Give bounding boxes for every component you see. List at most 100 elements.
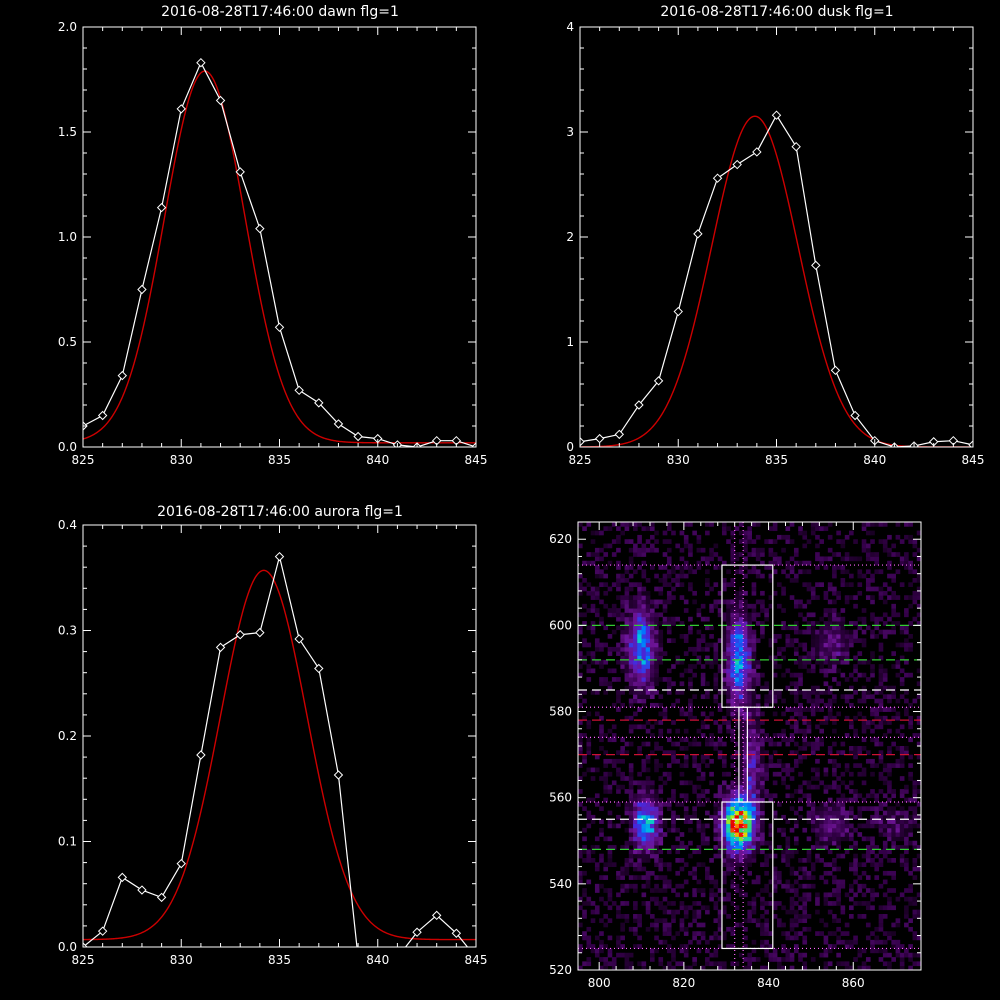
image-pixel [696, 638, 702, 644]
image-pixel [628, 522, 634, 527]
image-pixel [908, 720, 913, 725]
image-pixel [789, 793, 795, 799]
image-pixel [755, 599, 761, 605]
image-pixel [751, 612, 757, 618]
image-pixel [768, 565, 774, 570]
image-pixel [798, 569, 803, 575]
image-pixel [743, 616, 748, 622]
image-pixel [649, 888, 655, 893]
image-pixel [785, 849, 791, 855]
image-pixel [793, 707, 799, 712]
image-pixel [878, 948, 884, 954]
image-pixel [836, 621, 841, 626]
image-pixel [578, 922, 583, 928]
image-pixel [590, 655, 596, 661]
image-pixel [683, 746, 689, 751]
image-pixel [823, 806, 829, 812]
image-pixel [599, 746, 604, 751]
image-pixel [709, 586, 714, 592]
image-pixel [578, 694, 583, 700]
image-pixel [798, 530, 803, 536]
image-pixel [734, 595, 740, 600]
image-pixel [654, 603, 659, 609]
image-pixel [654, 926, 659, 932]
image-pixel [747, 797, 753, 803]
image-pixel [912, 896, 918, 902]
image-pixel [887, 586, 892, 592]
image-pixel [709, 603, 714, 609]
image-pixel [827, 522, 833, 527]
image-pixel [777, 961, 782, 967]
image-pixel [874, 552, 880, 557]
image-pixel [692, 931, 697, 936]
image-pixel [751, 672, 757, 678]
image-pixel [645, 754, 651, 760]
image-pixel [705, 681, 710, 687]
image-pixel [916, 720, 921, 725]
image-pixel [637, 823, 642, 829]
image-pixel [658, 655, 664, 661]
image-pixel [908, 952, 913, 958]
image-pixel [717, 690, 723, 695]
image-pixel [904, 612, 909, 618]
image-pixel [878, 677, 884, 682]
image-pixel [700, 724, 706, 730]
image-pixel [895, 836, 901, 842]
image-pixel [815, 819, 820, 824]
image-pixel [717, 944, 723, 949]
image-pixel [624, 539, 630, 544]
aurora-data-point [83, 942, 88, 947]
image-pixel [662, 552, 668, 557]
image-pixel [599, 556, 604, 562]
image-pixel [853, 621, 858, 626]
image-pixel [599, 918, 604, 924]
image-pixel [738, 569, 744, 575]
image-pixel [721, 905, 727, 911]
image-pixel [802, 741, 808, 747]
image-pixel [768, 952, 774, 958]
image-pixel [840, 582, 846, 588]
image-pixel [819, 560, 824, 566]
image-pixel [683, 638, 689, 644]
image-pixel [764, 931, 769, 936]
image-pixel [700, 556, 706, 562]
image-pixel [738, 638, 744, 644]
image-pixel [730, 823, 736, 829]
image-pixel [789, 922, 795, 928]
image-pixel [764, 776, 769, 781]
image-pixel [891, 608, 896, 613]
image-pixel [840, 642, 846, 648]
image-pixel [726, 526, 731, 532]
image-pixel [679, 948, 685, 954]
image-pixel [827, 707, 833, 712]
image-pixel [726, 681, 731, 687]
image-pixel [899, 810, 905, 816]
image-pixel [747, 720, 753, 725]
image-pixel [768, 655, 774, 661]
image-pixel [832, 827, 837, 833]
image-pixel [705, 694, 710, 700]
image-pixel [904, 810, 909, 816]
image-pixel [666, 573, 672, 579]
image-pixel [637, 746, 642, 751]
image-pixel [721, 789, 727, 794]
image-pixel [628, 767, 634, 773]
aurora-data-point [314, 663, 324, 674]
image-pixel [887, 767, 892, 773]
image-pixel [658, 875, 664, 880]
image-pixel [819, 556, 824, 562]
image-pixel [624, 952, 630, 958]
image-pixel [641, 672, 647, 678]
image-pixel [743, 853, 748, 859]
image-pixel [764, 858, 769, 863]
image-pixel [916, 741, 921, 747]
image-pixel [730, 733, 736, 738]
image-pixel [865, 845, 871, 850]
image-pixel [810, 810, 816, 816]
image-pixel [827, 961, 833, 967]
image-pixel [853, 866, 858, 872]
image-pixel [849, 789, 854, 794]
image-pixel [705, 560, 710, 566]
image-pixel [645, 784, 651, 790]
image-pixel [747, 840, 753, 846]
